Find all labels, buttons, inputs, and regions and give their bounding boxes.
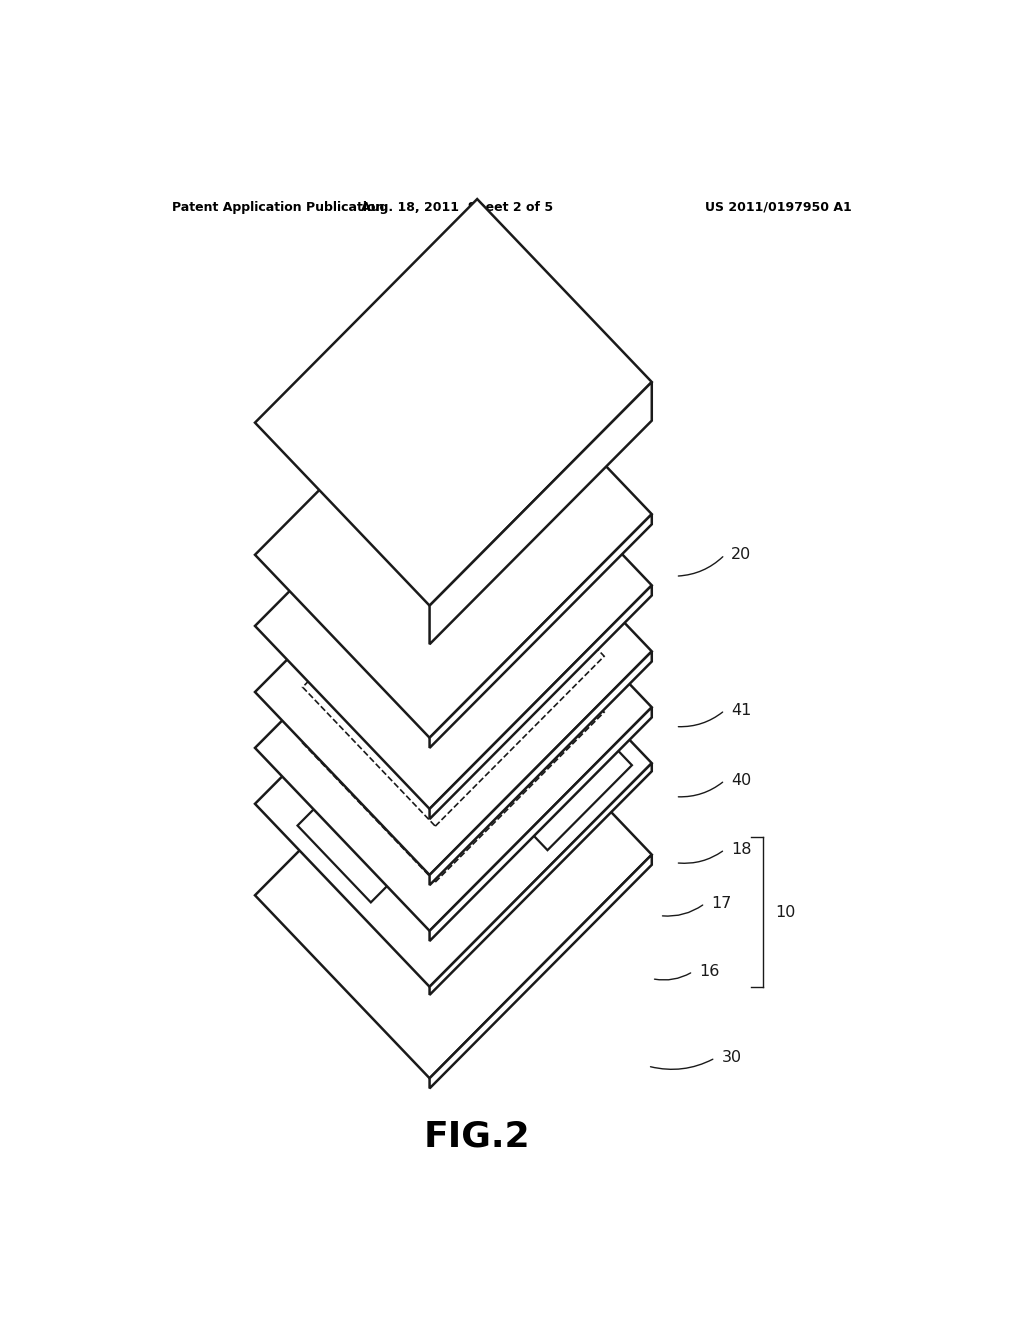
Polygon shape [430,381,652,644]
Polygon shape [430,763,652,995]
Text: 30: 30 [722,1051,741,1065]
Polygon shape [255,581,652,987]
Polygon shape [255,199,652,606]
Polygon shape [255,524,652,931]
Text: 17: 17 [712,896,732,911]
Polygon shape [430,854,652,1089]
Text: 16: 16 [699,964,720,979]
Text: 18: 18 [731,842,752,857]
Polygon shape [430,651,652,886]
Polygon shape [255,469,652,875]
Polygon shape [430,585,652,818]
Text: 41: 41 [731,702,752,718]
Text: 40: 40 [731,774,752,788]
Polygon shape [255,403,652,809]
Text: 10: 10 [775,904,796,920]
Polygon shape [255,672,652,1078]
Polygon shape [430,515,652,748]
Text: US 2011/0197950 A1: US 2011/0197950 A1 [706,201,852,214]
Text: 20: 20 [731,548,752,562]
Text: Aug. 18, 2011  Sheet 2 of 5: Aug. 18, 2011 Sheet 2 of 5 [361,201,553,214]
Polygon shape [255,331,652,738]
Text: FIG.2: FIG.2 [424,1119,530,1154]
Polygon shape [430,708,652,941]
Text: Patent Application Publication: Patent Application Publication [172,201,384,214]
